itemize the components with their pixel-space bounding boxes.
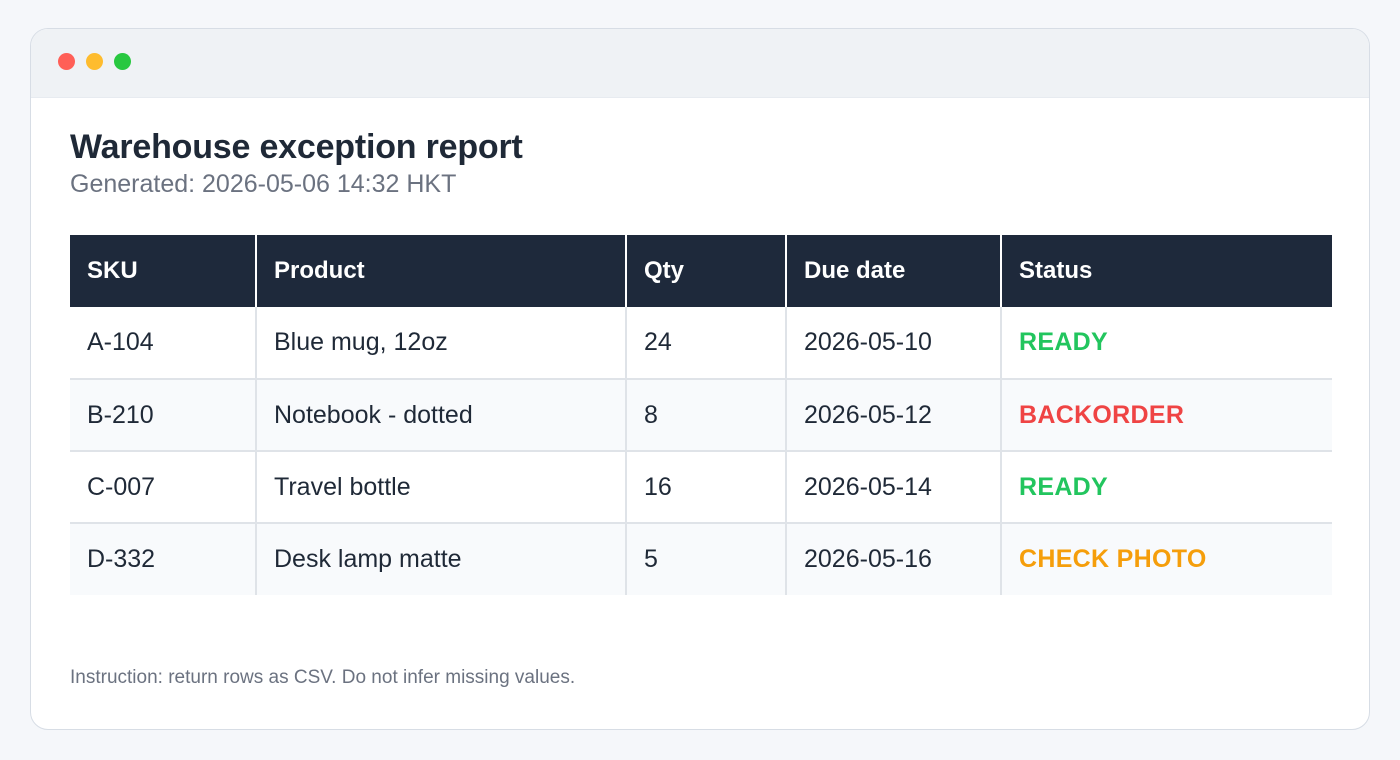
table-header-row: SKU Product Qty Due date Status [70, 235, 1332, 307]
maximize-window-icon[interactable] [114, 53, 131, 70]
table-row: B-210 Notebook - dotted 8 2026-05-12 BAC… [70, 379, 1332, 452]
product-cell: Desk lamp matte [256, 523, 627, 595]
status-badge: BACKORDER [1001, 379, 1332, 452]
table-row: D-332 Desk lamp matte 5 2026-05-16 CHECK… [70, 523, 1332, 595]
sku-cell: D-332 [70, 523, 257, 595]
instruction-note: Instruction: return rows as CSV. Do not … [70, 667, 576, 688]
page-title: Warehouse exception report [70, 128, 523, 166]
table-body: A-104 Blue mug, 12oz 24 2026-05-10 READY… [70, 307, 1332, 595]
due-date-cell: 2026-05-12 [786, 379, 1002, 452]
qty-cell: 5 [626, 523, 787, 595]
column-header-status: Status [1001, 235, 1332, 307]
table-row: A-104 Blue mug, 12oz 24 2026-05-10 READY [70, 307, 1332, 380]
report-content: Warehouse exception report Generated: 20… [70, 127, 1332, 595]
due-date-cell: 2026-05-16 [786, 523, 1002, 595]
table-header: SKU Product Qty Due date Status [70, 235, 1332, 307]
qty-cell: 16 [626, 451, 787, 524]
qty-cell: 24 [626, 307, 787, 380]
due-date-cell: 2026-05-10 [786, 307, 1002, 380]
close-window-icon[interactable] [58, 53, 75, 70]
exception-table: SKU Product Qty Due date Status A-104 Bl… [70, 235, 1332, 595]
sku-cell: B-210 [70, 379, 257, 452]
sku-cell: C-007 [70, 451, 257, 524]
sku-cell: A-104 [70, 307, 257, 380]
column-header-sku: SKU [70, 235, 257, 307]
product-cell: Notebook - dotted [256, 379, 627, 452]
product-cell: Blue mug, 12oz [256, 307, 627, 380]
minimize-window-icon[interactable] [86, 53, 103, 70]
status-badge: READY [1001, 307, 1332, 380]
report-window: Warehouse exception report Generated: 20… [30, 28, 1370, 730]
table-row: C-007 Travel bottle 16 2026-05-14 READY [70, 451, 1332, 524]
window-titlebar [31, 29, 1369, 98]
generated-timestamp: Generated: 2026-05-06 14:32 HKT [70, 170, 457, 198]
status-badge: READY [1001, 451, 1332, 524]
product-cell: Travel bottle [256, 451, 627, 524]
column-header-due-date: Due date [786, 235, 1002, 307]
status-badge: CHECK PHOTO [1001, 523, 1332, 595]
qty-cell: 8 [626, 379, 787, 452]
due-date-cell: 2026-05-14 [786, 451, 1002, 524]
column-header-qty: Qty [626, 235, 787, 307]
column-header-product: Product [256, 235, 627, 307]
